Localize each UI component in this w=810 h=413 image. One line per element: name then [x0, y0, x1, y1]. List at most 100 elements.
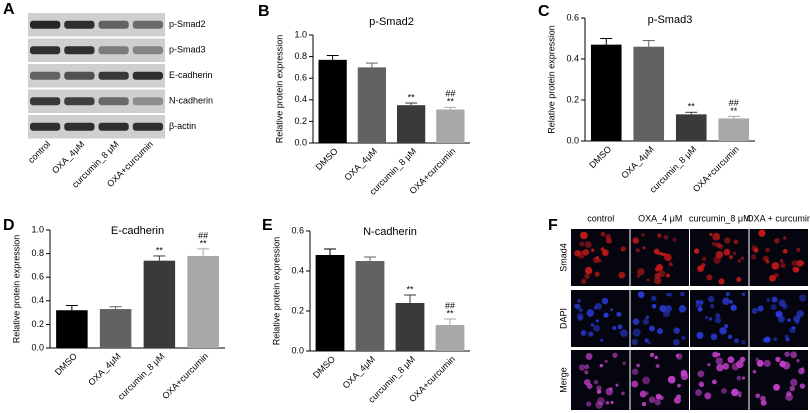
- protein-label: N-cadherin: [169, 96, 213, 106]
- cell: [732, 251, 737, 255]
- y-tick-label: 0.6: [294, 73, 307, 83]
- cell: [738, 391, 742, 396]
- chart-title: E-cadherin: [111, 225, 164, 237]
- cell: [722, 362, 730, 370]
- bar: [143, 260, 176, 348]
- blot-strip: [28, 115, 165, 139]
- cell: [718, 278, 725, 285]
- bar: [355, 261, 385, 351]
- cell: [756, 359, 764, 367]
- cell: [595, 302, 602, 310]
- cell: [648, 396, 656, 404]
- cell: [697, 306, 703, 312]
- cell: [796, 310, 804, 318]
- blot-band: [64, 122, 95, 131]
- cell: [760, 399, 767, 406]
- y-axis-label: Relative protein expression: [271, 237, 281, 346]
- cell: [651, 303, 657, 309]
- y-tick-label: 0.2: [31, 319, 44, 329]
- bar: [315, 255, 345, 351]
- cell: [771, 296, 778, 303]
- x-tick-label: curcumin_8 μM: [116, 351, 167, 402]
- cell: [647, 341, 651, 345]
- column-label: control: [587, 213, 614, 223]
- panel-label: A: [3, 1, 15, 18]
- cell: [612, 352, 618, 358]
- significance-label: **: [406, 284, 414, 294]
- cell: [574, 249, 581, 257]
- cell: [697, 370, 705, 378]
- significance-label: ##: [445, 89, 455, 99]
- cell: [585, 266, 593, 275]
- cell: [591, 248, 595, 252]
- panel-label: B: [258, 3, 270, 20]
- blot-band: [132, 97, 163, 106]
- significance-label: ##: [198, 230, 208, 240]
- cell: [728, 255, 734, 260]
- y-tick-label: 0.0: [294, 137, 307, 147]
- cell: [783, 248, 788, 254]
- cell: [657, 233, 662, 238]
- blot-band: [132, 122, 163, 131]
- cell: [578, 364, 586, 371]
- cell: [700, 383, 704, 387]
- bar: [590, 44, 622, 141]
- cell: [644, 338, 649, 343]
- cell: [713, 256, 721, 264]
- blot-band: [30, 97, 61, 106]
- cell: [741, 340, 746, 345]
- cell: [757, 305, 764, 312]
- cell: [716, 363, 724, 372]
- cell: [799, 383, 806, 389]
- cell: [653, 248, 660, 255]
- cell: [617, 324, 623, 330]
- chart-title: N-cadherin: [363, 226, 417, 238]
- cell: [793, 266, 800, 273]
- panel-label: F: [548, 217, 558, 234]
- cell: [789, 385, 796, 392]
- protein-label: p-Smad3: [169, 45, 206, 55]
- cell: [718, 244, 724, 250]
- cell: [632, 328, 641, 337]
- significance-label: ##: [445, 300, 455, 310]
- chart-title: p-Smad2: [369, 16, 414, 28]
- cell: [751, 307, 758, 314]
- cell: [775, 356, 781, 363]
- bar: [99, 309, 132, 348]
- cell: [763, 359, 771, 367]
- cell: [659, 395, 664, 401]
- blot-band: [30, 71, 61, 80]
- cell: [695, 300, 703, 308]
- cell: [793, 315, 801, 323]
- cell: [605, 387, 614, 396]
- blot-band: [30, 20, 61, 29]
- cell: [654, 355, 658, 360]
- cell: [656, 263, 664, 271]
- cell: [606, 237, 612, 244]
- error-bar: [444, 106, 457, 110]
- cell: [709, 232, 713, 236]
- cell: [636, 274, 641, 278]
- bar: [395, 303, 425, 351]
- cell: [599, 338, 604, 342]
- cell: [668, 262, 673, 267]
- cell: [578, 308, 583, 312]
- significance-label: **: [408, 92, 416, 102]
- cell: [637, 268, 645, 276]
- bar: [435, 325, 465, 351]
- cell: [782, 303, 788, 310]
- cell: [678, 305, 687, 313]
- micrograph: [630, 290, 689, 347]
- lane-label: OXA_4μM: [50, 139, 87, 176]
- micrograph: [749, 229, 808, 286]
- cell: [697, 265, 704, 272]
- cell: [715, 357, 724, 365]
- bar: [633, 46, 665, 142]
- error-bar: [727, 115, 740, 119]
- cell: [642, 376, 651, 385]
- cell: [715, 313, 721, 319]
- cell: [740, 256, 745, 260]
- y-tick-label: 1.0: [31, 224, 44, 234]
- cell: [758, 229, 766, 237]
- cell: [592, 256, 600, 264]
